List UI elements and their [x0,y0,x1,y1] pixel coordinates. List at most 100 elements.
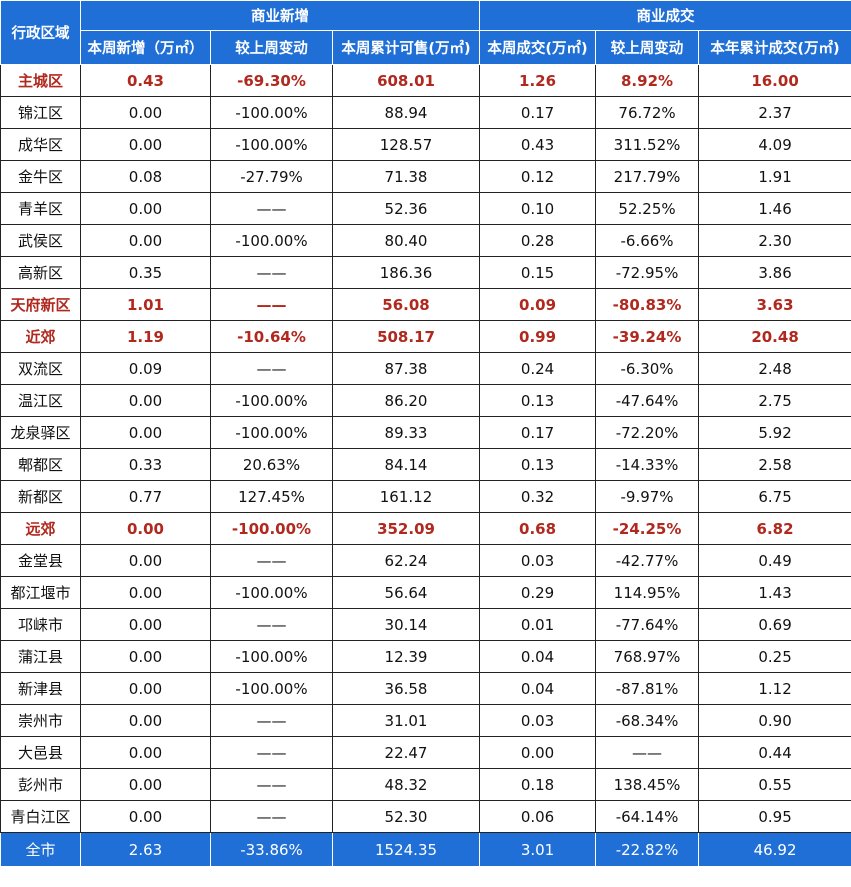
value-cell: -100.00% [210,384,333,417]
value-cell: 2.58 [698,448,851,481]
summary-row: 天府新区 1.01 —— 56.08 0.09 -80.83% 3.63 [0,288,851,321]
group-header-deal: 商业成交 [479,0,851,31]
summary-row: 近郊 1.19 -10.64% 508.17 0.99 -39.24% 20.48 [0,320,851,353]
value-cell: —— [210,704,333,737]
table-row: 新津县 0.00 -100.00% 36.58 0.04 -87.81% 1.12 [0,672,851,705]
value-cell: -24.25% [595,512,700,545]
value-cell: 0.17 [479,96,597,129]
value-cell: -100.00% [210,576,333,609]
value-cell: 5.92 [698,416,851,449]
value-cell: 56.64 [331,576,481,609]
value-cell: 0.06 [479,800,597,833]
table-row: 大邑县 0.00 —— 22.47 0.00 —— 0.44 [0,736,851,769]
value-cell: 0.00 [80,608,211,641]
value-cell: -100.00% [210,672,333,705]
region-cell: 成华区 [0,128,81,161]
value-cell: 0.68 [479,512,597,545]
value-cell: 0.12 [479,160,597,193]
value-cell: 8.92% [595,64,700,97]
value-cell: 0.00 [80,224,211,257]
value-cell: 16.00 [698,64,851,97]
value-cell: -47.64% [595,384,700,417]
total-row: 全市 2.63 -33.86% 1524.35 3.01 -22.82% 46.… [0,832,851,867]
value-cell: 0.00 [80,96,211,129]
table-row: 龙泉驿区 0.00 -100.00% 89.33 0.17 -72.20% 5.92 [0,416,851,449]
value-cell: -10.64% [210,320,333,353]
value-cell: 0.01 [479,608,597,641]
value-cell: 0.00 [80,640,211,673]
value-cell: —— [210,608,333,641]
region-cell: 郫都区 [0,448,81,481]
value-cell: 62.24 [331,544,481,577]
col-header-deal-change: 较上周变动 [595,30,700,65]
value-cell: 0.24 [479,352,597,385]
region-cell: 主城区 [0,64,81,97]
value-cell: 0.55 [698,768,851,801]
value-cell: -72.95% [595,256,700,289]
total-cell: 1524.35 [331,832,481,867]
region-cell: 青羊区 [0,192,81,225]
value-cell: 1.91 [698,160,851,193]
value-cell: 80.40 [331,224,481,257]
value-cell: 0.00 [80,192,211,225]
value-cell: 3.63 [698,288,851,321]
value-cell: —— [210,192,333,225]
region-cell: 金牛区 [0,160,81,193]
value-cell: 1.43 [698,576,851,609]
value-cell: 20.48 [698,320,851,353]
value-cell: 52.36 [331,192,481,225]
value-cell: 1.01 [80,288,211,321]
region-cell: 蒲江县 [0,640,81,673]
table-row: 邛崃市 0.00 —— 30.14 0.01 -77.64% 0.69 [0,608,851,641]
value-cell: —— [210,352,333,385]
value-cell: 0.00 [80,736,211,769]
value-cell: 52.25% [595,192,700,225]
value-cell: 217.79% [595,160,700,193]
group-header-new: 商业新增 [79,0,481,31]
value-cell: 114.95% [595,576,700,609]
value-cell: 0.28 [479,224,597,257]
value-cell: 0.13 [479,384,597,417]
value-cell: 6.75 [698,480,851,513]
value-cell: 0.90 [698,704,851,737]
table-row: 金堂县 0.00 —— 62.24 0.03 -42.77% 0.49 [0,544,851,577]
value-cell: 0.32 [479,480,597,513]
value-cell: 0.00 [80,800,211,833]
value-cell: 0.77 [80,480,211,513]
value-cell: 89.33 [331,416,481,449]
summary-row: 远郊 0.00 -100.00% 352.09 0.68 -24.25% 6.82 [0,512,851,545]
value-cell: —— [210,544,333,577]
value-cell: 127.45% [210,480,333,513]
table-row: 蒲江县 0.00 -100.00% 12.39 0.04 768.97% 0.25 [0,640,851,673]
value-cell: 0.29 [479,576,597,609]
value-cell: 508.17 [331,320,481,353]
value-cell: 12.39 [331,640,481,673]
value-cell: 0.25 [698,640,851,673]
value-cell: 0.03 [479,544,597,577]
value-cell: 48.32 [331,768,481,801]
value-cell: -100.00% [210,640,333,673]
value-cell: -64.14% [595,800,700,833]
region-cell: 大邑县 [0,736,81,769]
table-row: 都江堰市 0.00 -100.00% 56.64 0.29 114.95% 1.43 [0,576,851,609]
value-cell: 86.20 [331,384,481,417]
value-cell: 2.48 [698,352,851,385]
value-cell: 3.86 [698,256,851,289]
value-cell: -72.20% [595,416,700,449]
value-cell: 0.43 [80,64,211,97]
value-cell: 56.08 [331,288,481,321]
table-row: 郫都区 0.33 20.63% 84.14 0.13 -14.33% 2.58 [0,448,851,481]
region-header: 行政区域 [0,0,81,65]
commercial-market-table: 行政区域 商业新增 商业成交 本周新增（万㎡） 较上周变动 本周累计可售(万㎡)… [0,0,851,867]
value-cell: 1.26 [479,64,597,97]
value-cell: 71.38 [331,160,481,193]
table-row: 彭州市 0.00 —— 48.32 0.18 138.45% 0.55 [0,768,851,801]
value-cell: 30.14 [331,608,481,641]
value-cell: —— [210,736,333,769]
value-cell: 0.43 [479,128,597,161]
table-body: 主城区 0.43 -69.30% 608.01 1.26 8.92% 16.00 锦江区 0.0… [0,64,851,833]
value-cell: 0.00 [479,736,597,769]
value-cell: 0.00 [80,128,211,161]
region-cell: 远郊 [0,512,81,545]
value-cell: 0.35 [80,256,211,289]
